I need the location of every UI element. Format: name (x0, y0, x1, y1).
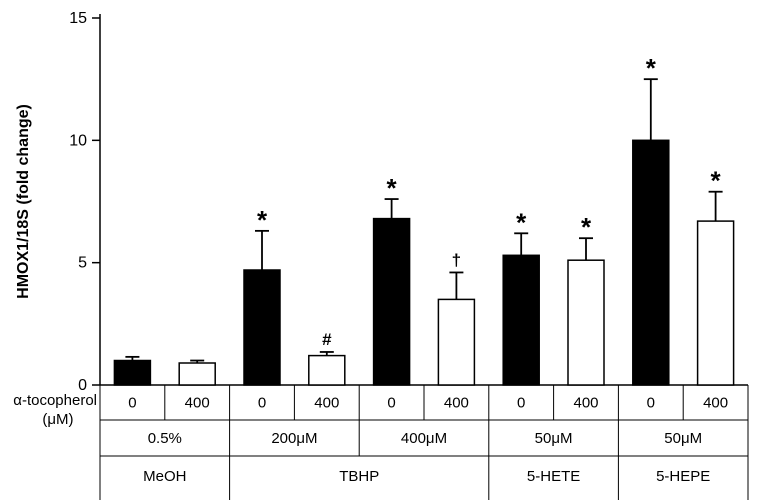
concentration-cell-label: 50μM (664, 430, 702, 447)
significance-marker: * (711, 166, 722, 196)
treatment-cell-label: TBHP (339, 468, 379, 485)
concentration-cell-label: 0.5% (148, 430, 182, 447)
concentration-cell-label: 200μM (271, 430, 317, 447)
bar-5-HETE-50μM-toc0 (502, 254, 540, 386)
concentration-cell-label: 400μM (401, 430, 447, 447)
tocopherol-cell-label: 400 (703, 395, 728, 412)
significance-marker: * (581, 212, 592, 242)
y-axis-title: HMOX1/18S (fold change) (15, 104, 32, 299)
tocopherol-cell-label: 0 (517, 395, 525, 412)
bar-5-HEPE-50μM-toc400 (696, 220, 735, 386)
tocopherol-cell-label: 0 (258, 395, 266, 412)
significance-marker: † (452, 250, 461, 269)
tocopherol-cell-label: 0 (387, 395, 395, 412)
x-row-caption-line2: (μM) (42, 411, 73, 428)
tocopherol-cell-label: 0 (647, 395, 655, 412)
treatment-cell-label: 5-HETE (527, 468, 580, 485)
treatment-cell-label: 5-HEPE (656, 468, 710, 485)
bar-TBHP-200μM-toc400 (308, 354, 346, 386)
significance-marker: # (322, 330, 332, 349)
y-axis-tick-label: 10 (69, 132, 87, 149)
y-axis-tick-label: 15 (69, 10, 87, 27)
significance-marker: * (387, 173, 398, 203)
concentration-cell-label: 50μM (535, 430, 573, 447)
bar-MeOH-0.5%-toc400 (178, 362, 216, 386)
treatment-cell-label: MeOH (143, 468, 186, 485)
bar-MeOH-0.5%-toc0 (113, 359, 152, 386)
tocopherol-cell-label: 0 (128, 395, 136, 412)
bar-5-HEPE-50μM-toc0 (632, 139, 670, 386)
tocopherol-cell-label: 400 (444, 395, 469, 412)
significance-marker: * (257, 205, 268, 235)
significance-marker: * (646, 53, 657, 83)
tocopherol-cell-label: 400 (573, 395, 598, 412)
y-axis-tick-label: 5 (78, 255, 87, 272)
x-row-caption-line1: α-tocopherol (13, 392, 97, 409)
y-axis-tick-label: 0 (78, 377, 87, 394)
tocopherol-cell-label: 400 (185, 395, 210, 412)
bar-5-HETE-50μM-toc400 (567, 259, 605, 386)
tocopherol-cell-label: 400 (314, 395, 339, 412)
bar-TBHP-400μM-toc400 (437, 298, 476, 386)
significance-marker: * (516, 207, 527, 237)
bar-TBHP-400μM-toc0 (372, 217, 411, 386)
bar-TBHP-200μM-toc0 (243, 269, 281, 386)
